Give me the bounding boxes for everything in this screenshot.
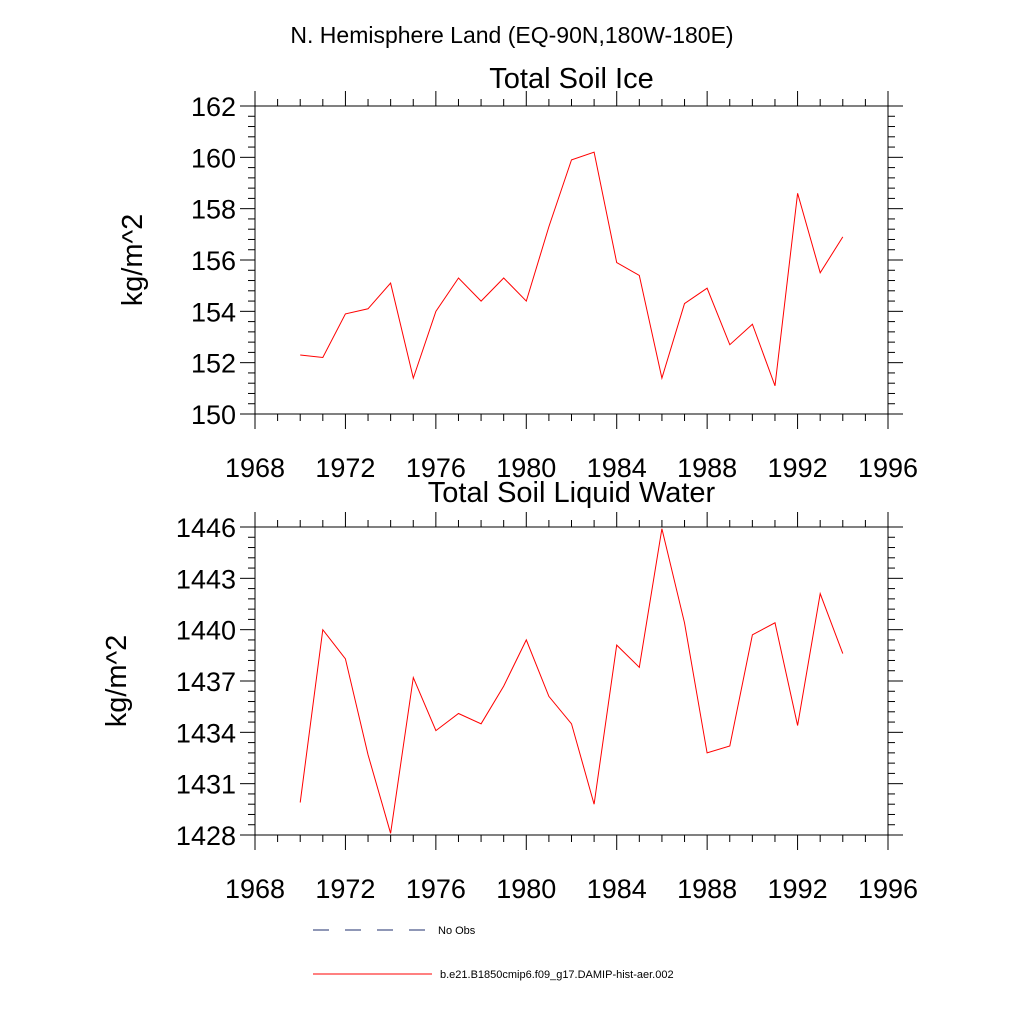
y-tick-label: 1434 xyxy=(176,718,236,748)
series-line xyxy=(299,528,844,834)
legend-item: No Obs xyxy=(313,925,476,937)
legend: No Obs b.e21.B1850cmip6.f09_g17.DAMIP-his… xyxy=(313,925,674,981)
x-tick-label: 1972 xyxy=(315,453,375,483)
region-title: N. Hemisphere Land (EQ-90N,180W-180E) xyxy=(290,22,733,48)
y-tick-label: 152 xyxy=(191,349,236,379)
y-tick-label: 1446 xyxy=(176,513,236,543)
x-tick-label: 1968 xyxy=(225,874,285,904)
legend-label: No Obs xyxy=(438,925,476,937)
y-tick-label: 162 xyxy=(191,92,236,122)
legend-label: b.e21.B1850cmip6.f09_g17.DAMIP-hist-aer.… xyxy=(440,969,674,981)
y-axis-label: kg/m^2 xyxy=(117,214,149,307)
x-tick-label: 1972 xyxy=(315,874,375,904)
x-tick-label: 1996 xyxy=(858,874,918,904)
series-line xyxy=(300,151,844,386)
x-tick-label: 1968 xyxy=(225,453,285,483)
x-tick-label: 1980 xyxy=(496,453,556,483)
x-tick-label: 1992 xyxy=(768,874,828,904)
x-tick-label: 1984 xyxy=(587,874,647,904)
chart-panel-2: Total Soil Liquid Water kg/m^2 1968 1972 197… xyxy=(101,477,918,904)
x-tick-label: 1976 xyxy=(406,874,466,904)
y-tick-label: 1440 xyxy=(176,616,236,646)
y-tick-label: 150 xyxy=(191,400,236,430)
y-tick-label: 160 xyxy=(191,143,236,173)
chart-title: Total Soil Ice xyxy=(489,63,653,95)
x-tick-label: 1996 xyxy=(858,453,918,483)
x-tick-label: 1988 xyxy=(677,453,737,483)
plot-frame xyxy=(254,105,889,415)
x-tick-label: 1988 xyxy=(677,874,737,904)
x-tick-label: 1992 xyxy=(768,453,828,483)
x-tick-label: 1980 xyxy=(496,874,556,904)
y-tick-label: 1431 xyxy=(176,770,236,800)
y-tick-label: 1428 xyxy=(176,821,236,851)
y-tick-label: 156 xyxy=(191,246,236,276)
y-tick-label: 154 xyxy=(191,297,236,327)
y-tick-label: 1437 xyxy=(176,667,236,697)
legend-item: b.e21.B1850cmip6.f09_g17.DAMIP-hist-aer.… xyxy=(313,969,674,981)
y-tick-label: 158 xyxy=(191,195,236,225)
y-axis-label: kg/m^2 xyxy=(101,635,133,728)
x-tick-label: 1984 xyxy=(587,453,647,483)
chart-title: Total Soil Liquid Water xyxy=(428,477,716,509)
chart-panel-1: Total Soil Ice kg/m^2 1968 1972 1976 1980 1984… xyxy=(117,63,918,483)
panels: Total Soil Ice kg/m^2 1968 1972 1976 1980 1984… xyxy=(101,63,918,904)
plot-frame xyxy=(254,526,889,836)
x-tick-label: 1976 xyxy=(406,453,466,483)
y-tick-label: 1443 xyxy=(176,564,236,594)
